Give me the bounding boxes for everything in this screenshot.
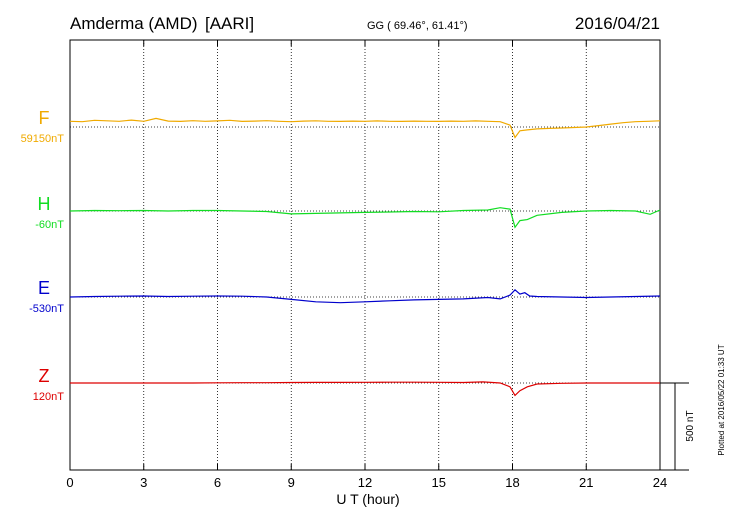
series-line-E — [69, 288, 661, 304]
x-tick-label-15: 15 — [432, 475, 446, 490]
x-axis-ticks: 0 3 6 9 12 15 18 21 24 — [66, 40, 667, 490]
grid-lines — [143, 40, 587, 470]
x-tick-label-24: 24 — [653, 475, 667, 490]
series-line-F — [69, 117, 661, 139]
series-name-F: F — [39, 108, 50, 128]
scale-bar: 500 nT — [660, 382, 696, 471]
x-tick-label-6: 6 — [214, 475, 221, 490]
series-baselines — [70, 126, 660, 384]
series-baseline-value-F: 59150nT — [21, 133, 65, 145]
x-tick-label-18: 18 — [505, 475, 519, 490]
x-axis-label: U T (hour) — [336, 491, 399, 507]
date-label: 2016/04/21 — [575, 14, 660, 33]
series-baseline-value-Z: 120nT — [33, 391, 64, 403]
geographic-coords: GG ( 69.46°, 61.41°) — [367, 20, 468, 32]
series-name-Z: Z — [39, 366, 50, 386]
x-tick-label-12: 12 — [358, 475, 372, 490]
institute-label: [AARI] — [205, 14, 254, 33]
x-tick-label-21: 21 — [579, 475, 593, 490]
x-tick-label-3: 3 — [140, 475, 147, 490]
plot-frame — [69, 39, 661, 471]
series-baseline-value-E: -530nT — [29, 303, 64, 315]
series-baseline-value-H: -60nT — [35, 219, 64, 231]
x-tick-label-9: 9 — [288, 475, 295, 490]
x-tick-label-0: 0 — [66, 475, 73, 490]
series-lines — [69, 117, 661, 397]
station-title: Amderma (AMD) — [70, 14, 198, 33]
series-line-H — [69, 207, 661, 229]
series-line-Z — [70, 381, 660, 397]
scale-bar-label: 500 nT — [685, 410, 696, 441]
series-labels: F 59150nT H -60nT E -530nT Z 120nT — [21, 108, 65, 403]
series-name-H: H — [38, 194, 51, 214]
series-name-E: E — [38, 278, 50, 298]
plotted-timestamp: Plotted at 2016/05/22 01:33 UT — [717, 344, 726, 455]
